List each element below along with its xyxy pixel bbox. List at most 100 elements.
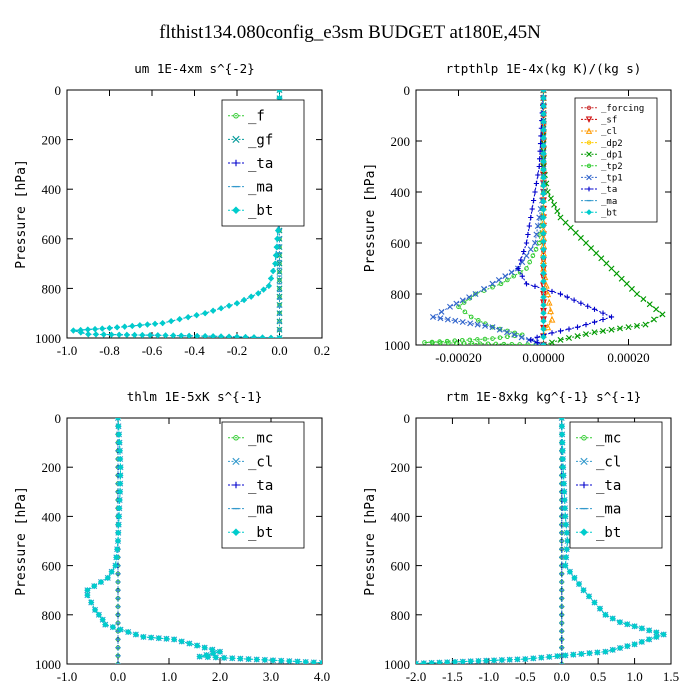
series-area: [84, 418, 322, 664]
data-point: [600, 327, 606, 334]
data-point: [116, 439, 123, 446]
data-point: [591, 599, 598, 606]
legend-marker: [232, 135, 240, 143]
data-point: [84, 591, 91, 599]
y-tick-label: 800: [391, 608, 411, 623]
data-point: [557, 328, 564, 334]
y-tick-label: 200: [391, 460, 411, 475]
legend-label: _ma: [601, 197, 617, 207]
data-point: [562, 554, 570, 561]
data-point: [469, 341, 475, 345]
legend-label: _ma: [248, 502, 273, 518]
data-point: [596, 605, 604, 612]
data-point: [524, 266, 529, 271]
legend: _forcing _sf_cl _dp2_dp1 _tp2 _tp1_ta _ma_bt: [574, 97, 658, 223]
data-point: [100, 331, 107, 338]
data-point: [563, 529, 570, 536]
data-point: [155, 635, 162, 642]
data-point: [184, 314, 192, 321]
data-point: [546, 653, 553, 661]
data-point: [225, 333, 233, 338]
data-point: [570, 651, 577, 658]
series-markers-bt: [84, 418, 322, 664]
data-point: [645, 627, 653, 634]
data-point: [651, 316, 657, 323]
data-point: [437, 315, 444, 322]
data-point: [624, 642, 631, 650]
data-point: [482, 336, 488, 342]
data-point: [631, 623, 638, 630]
data-point: [523, 252, 530, 259]
data-point: [253, 656, 260, 663]
data-point: [578, 300, 584, 306]
legend-label: _bt: [248, 525, 273, 541]
data-point: [540, 90, 547, 94]
data-point: [518, 334, 525, 341]
data-point: [461, 300, 467, 305]
data-point: [583, 322, 589, 328]
data-point: [628, 285, 635, 292]
data-point: [559, 439, 566, 446]
data-point: [493, 341, 499, 345]
data-point: [178, 638, 185, 645]
data-point: [201, 644, 208, 651]
x-tick-label: 0.2: [314, 343, 330, 358]
data-point: [248, 293, 255, 300]
legend-label: _ta: [248, 156, 273, 172]
legend-label: _cl: [596, 454, 621, 470]
y-tick-label: 400: [391, 185, 411, 200]
data-point: [559, 447, 566, 454]
data-point: [618, 275, 625, 282]
y-tick-label: 200: [42, 133, 62, 148]
x-tick-label: -2.0: [406, 669, 427, 684]
data-point: [136, 322, 144, 329]
data-point: [536, 214, 543, 221]
data-point: [85, 331, 92, 338]
data-point: [302, 658, 309, 664]
data-point: [116, 505, 123, 512]
data-point: [117, 464, 124, 471]
data-point: [617, 325, 623, 332]
data-point: [540, 134, 547, 141]
y-tick-label: 1000: [35, 657, 61, 672]
data-point: [422, 340, 427, 345]
data-point: [212, 654, 220, 661]
data-point: [586, 650, 593, 657]
data-point: [115, 418, 121, 421]
data-point: [522, 655, 529, 663]
x-tick-label: 0.00020: [607, 350, 649, 365]
data-point: [147, 634, 155, 641]
data-point: [623, 280, 630, 287]
data-point: [159, 319, 166, 327]
data-point: [594, 649, 601, 656]
data-point: [276, 285, 283, 292]
data-point: [564, 537, 571, 545]
y-tick-label: 200: [42, 460, 62, 475]
data-point: [547, 195, 554, 202]
data-point: [554, 208, 561, 215]
legend-label: _gf: [248, 132, 273, 148]
data-point: [545, 298, 553, 306]
data-point: [534, 334, 540, 340]
data-point: [609, 646, 616, 654]
data-point: [176, 315, 183, 323]
data-point: [276, 334, 283, 338]
data-point: [482, 322, 489, 329]
data-point: [125, 628, 132, 636]
data-point: [560, 480, 568, 487]
data-point: [574, 333, 581, 340]
y-tick-label: 0: [55, 83, 62, 98]
data-point: [114, 537, 122, 545]
data-point: [583, 331, 589, 338]
data-point: [475, 337, 480, 342]
data-point: [537, 140, 544, 147]
data-point: [634, 322, 640, 329]
data-point: [575, 580, 583, 588]
legend-label: _ma: [248, 180, 273, 196]
legend-label: _ta: [248, 478, 273, 494]
data-point: [186, 332, 193, 338]
data-point: [273, 243, 280, 251]
data-point: [99, 325, 106, 332]
data-point: [528, 337, 534, 343]
data-point: [139, 331, 146, 338]
